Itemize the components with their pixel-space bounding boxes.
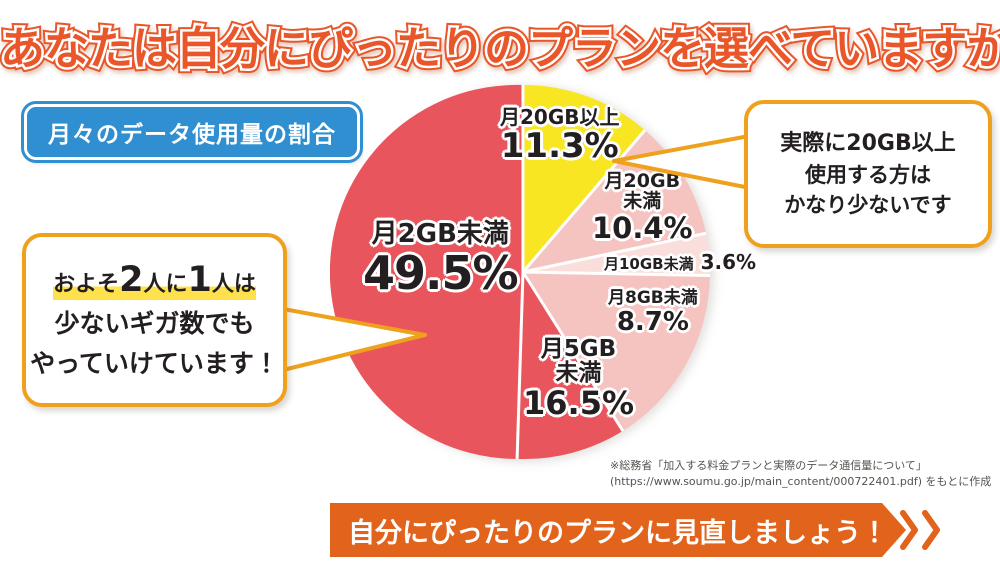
pie-label-gb2under-value: 49.5% [363, 246, 519, 301]
callout-left-number-1: 2 [119, 260, 144, 300]
source-note-line-1: ※総務省「加入する料金プランと実際のデータ通信量について」 [610, 459, 927, 472]
pie-label-gb20plus-value: 11.3% [500, 126, 619, 166]
cta-banner-label: 自分にぴったりのプランに見直しましょう！ [348, 517, 888, 549]
pie-chart-svg [330, 84, 710, 460]
page-title-outline: あなたは自分にぴったりのプランを選べていますか？ [0, 18, 1000, 80]
pie-label-gb20plus: 月20GB以上 11.3% [500, 107, 620, 165]
pie-label-gb20under-name-1: 月20GB [604, 170, 681, 192]
callout-right-line-2: 使用する方は [805, 162, 931, 187]
pie-label-gb20under-name-2: 未満 [623, 189, 662, 212]
pie-label-gb20plus-name: 月20GB以上 [500, 105, 620, 129]
cta-banner[interactable]: 自分にぴったりのプランに見直しましょう！ [330, 503, 940, 557]
pie-slice-gb2under[interactable] [330, 84, 523, 459]
pie-label-gb5under-value: 16.5% [523, 384, 635, 423]
callout-right-line-1: 実際に20GB以上 [780, 130, 956, 156]
pie-chart [330, 78, 722, 470]
cta-banner-plate[interactable]: 自分にぴったりのプランに見直しましょう！ [330, 503, 906, 557]
source-note: ※総務省「加入する料金プランと実際のデータ通信量について」 (https://w… [610, 458, 995, 490]
pie-label-gb10under-name: 月10GB未満 [604, 255, 694, 273]
callout-left-number-2: 1 [187, 260, 212, 300]
pie-label-gb8under: 月8GB未満 8.7% [608, 288, 698, 337]
pie-slice-gb20plus[interactable] [523, 85, 645, 272]
pie-label-gb20under: 月20GB 未満 10.4% [592, 170, 693, 245]
pie-label-gb5under-name-1: 月5GB [540, 336, 617, 362]
pie-label-gb20under-value: 10.4% [592, 210, 693, 245]
pie-slice-gb8under[interactable] [523, 272, 710, 431]
page-title: あなたは自分にぴったりのプランを選べていますか？ [0, 20, 1000, 78]
callout-left-prefix: およそ [53, 272, 120, 297]
pie-label-gb8under-value: 8.7% [616, 306, 689, 337]
pie-label-gb5under-name-2: 未満 [555, 360, 602, 387]
callout-right: 実際に20GB以上 使用する方は かなり少ないです [744, 100, 992, 248]
chart-legend-badge-label: 月々のデータ使用量の割合 [48, 122, 336, 148]
pie-label-gb8under-name: 月8GB未満 [608, 288, 698, 308]
pie-label-gb5under: 月5GB 未満 16.5% [523, 337, 634, 421]
callout-left-line-1: およそ 2 人に 1 人は [53, 260, 256, 300]
chevron-right-icon-2 [922, 510, 941, 550]
callout-left-suffix: 人は [211, 272, 256, 297]
pie-label-gb10under: 月10GB未満 3.6% [604, 252, 756, 273]
pie-label-gb2under-name: 月2GB未満 [371, 219, 509, 249]
callout-left: およそ 2 人に 1 人は 少ないギガ数でも やっていけています！ [22, 233, 287, 407]
pie-label-gb10under-value: 3.6% [700, 250, 757, 274]
callout-left-line-3: やっていけています！ [30, 349, 279, 378]
callout-left-mid: 人に [143, 272, 188, 297]
pie-slice-gb5under[interactable] [517, 272, 623, 460]
pie-slice-dividers [515, 85, 710, 459]
pie-label-gb2under: 月2GB未満 49.5% [363, 219, 519, 301]
chevron-right-icon [900, 510, 919, 550]
callout-right-tail [612, 128, 762, 208]
source-note-line-2: (https://www.soumu.go.jp/main_content/00… [610, 474, 992, 488]
callout-left-line-2: 少ないギガ数でも [54, 309, 255, 338]
callout-left-tail [265, 300, 435, 380]
callout-right-line-3: かなり少ないです [784, 192, 952, 217]
chart-legend-badge: 月々のデータ使用量の割合 [24, 104, 360, 160]
